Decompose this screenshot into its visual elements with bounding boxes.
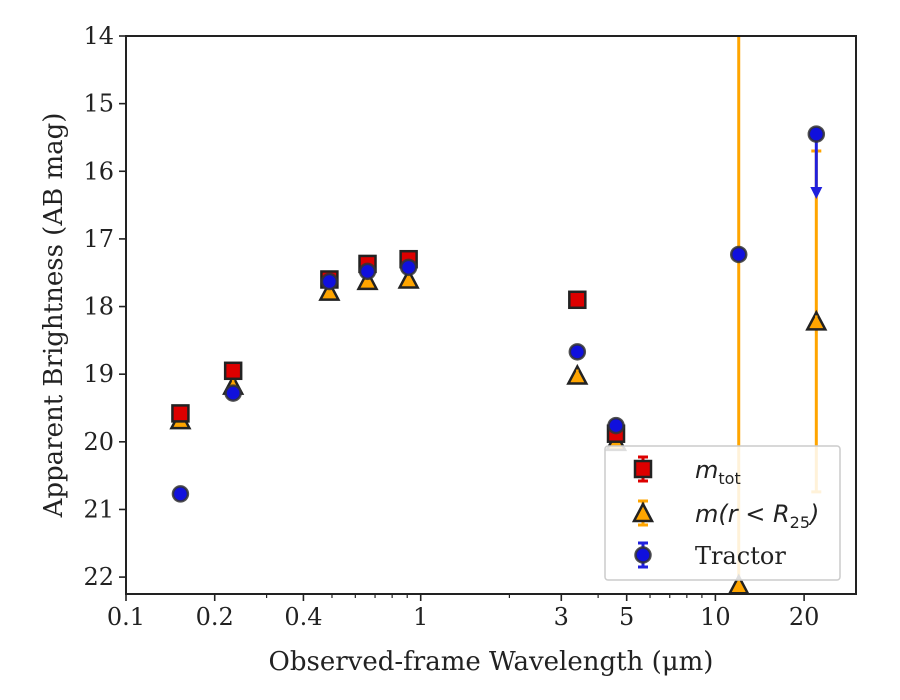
x-axis-title: Observed-frame Wavelength (μm) xyxy=(269,647,714,677)
y-axis-title: Apparent Brightness (AB mag) xyxy=(39,113,69,519)
data-point-circle xyxy=(171,485,190,503)
legend-marker-triangle xyxy=(631,501,655,523)
legend-entry: m(r < R25) xyxy=(631,499,819,532)
x-tick-label: 5 xyxy=(619,603,634,631)
x-tick-label: 0.4 xyxy=(284,603,322,631)
data-point-circle xyxy=(320,272,339,291)
x-tick-label: 1 xyxy=(413,603,428,631)
series-circle xyxy=(171,125,826,503)
data-point-circle xyxy=(568,343,587,361)
data-point-circle xyxy=(607,416,625,435)
y-tick-label: 17 xyxy=(83,225,114,253)
legend: mtot m(r < R25) Tractor xyxy=(604,445,841,581)
plot-frame xyxy=(125,35,857,595)
legend-entry: Tractor xyxy=(634,541,786,570)
y-tick-label: 21 xyxy=(83,495,114,523)
data-point-circle xyxy=(399,258,418,277)
legend-label: mtot xyxy=(695,456,741,488)
y-tick-label: 20 xyxy=(83,428,114,456)
y-tick-label: 15 xyxy=(83,90,114,118)
data-point-circle xyxy=(358,262,377,281)
data-point-square xyxy=(171,404,190,423)
data-point-circle xyxy=(729,245,748,264)
data-point-circle xyxy=(224,384,242,402)
axes: 0.1 0.2 0.4 1 3 5 10 20 14 15 16 17 18 19 20 21 22 xyxy=(83,22,857,631)
legend-label: Tractor xyxy=(695,542,786,570)
legend-label: m(r < R25) xyxy=(695,500,819,532)
x-tick-label: 10 xyxy=(700,603,731,631)
y-tick-label: 14 xyxy=(83,22,114,50)
y-tick-label: 18 xyxy=(83,293,114,321)
upper-limit-arrowhead xyxy=(810,186,823,199)
x-tick-label: 3 xyxy=(554,603,569,631)
legend-marker-circle xyxy=(634,546,652,564)
legend-marker-square xyxy=(633,459,653,479)
data-point-square xyxy=(568,290,587,310)
y-tick-label: 19 xyxy=(83,360,114,388)
legend-entry: mtot xyxy=(633,455,741,488)
data-point-square xyxy=(223,361,243,381)
x-tick-label: 0.1 xyxy=(107,603,145,631)
y-tick-label: 22 xyxy=(83,563,114,591)
x-tick-label: 0.2 xyxy=(196,603,234,631)
x-tick-label: 20 xyxy=(789,603,820,631)
y-tick-label: 16 xyxy=(83,157,114,185)
legend-box xyxy=(604,445,841,581)
data-point-circle xyxy=(807,125,826,143)
series-square xyxy=(171,249,626,443)
